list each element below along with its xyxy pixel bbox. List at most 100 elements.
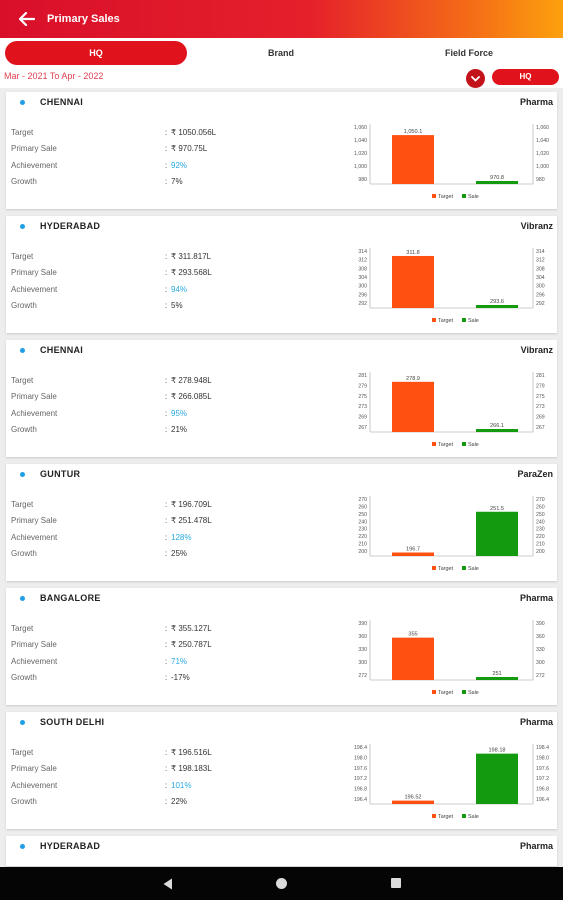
- primary-sale-value: ₹ 251.478L: [171, 516, 212, 525]
- bar-value-label: 970.8: [490, 175, 504, 181]
- primary-sale-label: Primary Sale: [11, 516, 57, 525]
- hq-sales-card[interactable]: HYDERABAD Pharma: [6, 836, 557, 866]
- sales-card-list: CHENNAI Pharma Target: ₹ 1050.056L Primary S…: [6, 92, 557, 866]
- y-tick-label-right: 197.2: [536, 776, 549, 782]
- target-label: Target: [11, 748, 34, 757]
- bar-value-label: 196.7: [406, 547, 420, 553]
- colon-separator: :: [165, 764, 168, 773]
- bullet-dot-icon: [20, 720, 25, 725]
- date-range[interactable]: Mar - 2021 To Apr - 2022: [4, 71, 104, 81]
- colon-separator: :: [165, 624, 168, 633]
- brand-name: ParaZen: [517, 469, 553, 479]
- hq-sales-card[interactable]: CHENNAI Pharma Target: ₹ 1050.056L Primary S…: [6, 92, 557, 209]
- achievement-value: 92%: [171, 161, 188, 170]
- colon-separator: :: [165, 285, 168, 294]
- y-tick-label-right: 230: [536, 527, 545, 533]
- colon-separator: :: [165, 533, 168, 542]
- y-tick-label-left: 267: [358, 425, 367, 431]
- growth-value: -17%: [171, 673, 190, 682]
- y-tick-label-left: 220: [358, 534, 367, 540]
- legend-sale-swatch: [462, 690, 466, 694]
- colon-separator: :: [165, 409, 168, 418]
- bar-value-label: 198.18: [488, 748, 505, 754]
- y-tick-label-left: 390: [358, 621, 367, 627]
- y-tick-label-right: 220: [536, 534, 545, 540]
- app-bar: Primary Sales: [0, 0, 563, 38]
- hq-name: BANGALORE: [40, 593, 101, 603]
- growth-value: 21%: [171, 425, 188, 434]
- y-tick-label-left: 270: [358, 497, 367, 503]
- y-tick-label-left: 312: [358, 258, 367, 264]
- legend-target-label: Target: [438, 566, 453, 572]
- hq-sales-card[interactable]: HYDERABAD Vibranz Target: ₹ 311.817L Primary…: [6, 216, 557, 333]
- nav-recents-icon[interactable]: [391, 878, 401, 888]
- colon-separator: :: [165, 673, 168, 682]
- tab-bar: HQ Brand Field Force: [0, 38, 563, 68]
- brand-name: Pharma: [519, 841, 553, 851]
- legend-target-swatch: [432, 690, 436, 694]
- legend-sale-label: Sale: [468, 194, 479, 200]
- primary-sale-label: Primary Sale: [11, 268, 57, 277]
- growth-value: 7%: [171, 177, 183, 186]
- hq-filter-button[interactable]: HQ: [492, 69, 559, 85]
- tab-brand[interactable]: Brand: [267, 48, 294, 58]
- target-vs-sale-chart: 1,060 1,060 1,040 1,040 1,020 1,020 1,000 1,000…: [354, 124, 549, 200]
- hq-name: CHENNAI: [40, 345, 84, 355]
- back-arrow-icon[interactable]: [19, 11, 39, 27]
- colon-separator: :: [165, 781, 168, 790]
- sale-bar: [476, 677, 518, 680]
- y-tick-label-left: 980: [358, 177, 367, 183]
- y-tick-label-right: 196.4: [536, 797, 549, 803]
- hq-sales-card[interactable]: CHENNAI Vibranz Target: ₹ 278.948L Primary S…: [6, 340, 557, 457]
- y-tick-label-left: 308: [358, 266, 367, 272]
- legend-target-swatch: [432, 566, 436, 570]
- tab-hq[interactable]: HQ: [5, 41, 187, 65]
- y-tick-label-right: 198.0: [536, 755, 549, 761]
- colon-separator: :: [165, 549, 168, 558]
- target-value: ₹ 311.817L: [171, 252, 212, 261]
- nav-home-icon[interactable]: [276, 878, 287, 889]
- chevron-down-icon[interactable]: [466, 69, 485, 88]
- legend-sale-label: Sale: [468, 442, 479, 448]
- sale-bar: [476, 511, 518, 556]
- legend-sale-label: Sale: [468, 690, 479, 696]
- primary-sale-label: Primary Sale: [11, 640, 57, 649]
- nav-back-icon[interactable]: [163, 877, 173, 895]
- y-tick-label-right: 1,040: [536, 138, 549, 144]
- colon-separator: :: [165, 392, 168, 401]
- y-tick-label-left: 1,040: [354, 138, 367, 144]
- y-tick-label-right: 304: [536, 275, 545, 281]
- growth-label: Growth: [11, 549, 37, 558]
- brand-name: Pharma: [519, 717, 553, 727]
- primary-sale-value: ₹ 250.787L: [171, 640, 212, 649]
- legend-sale-label: Sale: [468, 318, 479, 324]
- bullet-dot-icon: [20, 596, 25, 601]
- legend-target-swatch: [432, 442, 436, 446]
- y-tick-label-left: 197.6: [354, 766, 367, 772]
- hq-sales-card[interactable]: BANGALORE Pharma Target: ₹ 355.127L Primary …: [6, 588, 557, 705]
- target-bar: [392, 552, 434, 556]
- primary-sale-label: Primary Sale: [11, 392, 57, 401]
- bar-value-label: 251.5: [490, 506, 504, 512]
- hq-name: HYDERABAD: [40, 841, 101, 851]
- y-tick-label-right: 269: [536, 415, 545, 421]
- y-tick-label-right: 296: [536, 292, 545, 298]
- y-tick-label-right: 300: [536, 284, 545, 290]
- legend-target-swatch: [432, 814, 436, 818]
- tab-field-force[interactable]: Field Force: [444, 48, 493, 58]
- y-tick-label-right: 1,060: [536, 125, 549, 131]
- growth-label: Growth: [11, 673, 37, 682]
- hq-sales-card[interactable]: SOUTH DELHI Pharma Target: ₹ 196.516L Primar…: [6, 712, 557, 829]
- primary-sale-label: Primary Sale: [11, 764, 57, 773]
- brand-name: Pharma: [519, 97, 553, 107]
- y-tick-label-right: 1,000: [536, 164, 549, 170]
- y-tick-label-left: 196.8: [354, 787, 367, 793]
- y-tick-label-right: 312: [536, 258, 545, 264]
- target-bar: [392, 381, 434, 432]
- colon-separator: :: [165, 657, 168, 666]
- legend-target-label: Target: [438, 194, 453, 200]
- hq-sales-card[interactable]: GUNTUR ParaZen Target: ₹ 196.709L Primary Sa…: [6, 464, 557, 581]
- y-tick-label-right: 279: [536, 383, 545, 389]
- y-tick-label-left: 292: [358, 301, 367, 307]
- y-tick-label-left: 360: [358, 634, 367, 640]
